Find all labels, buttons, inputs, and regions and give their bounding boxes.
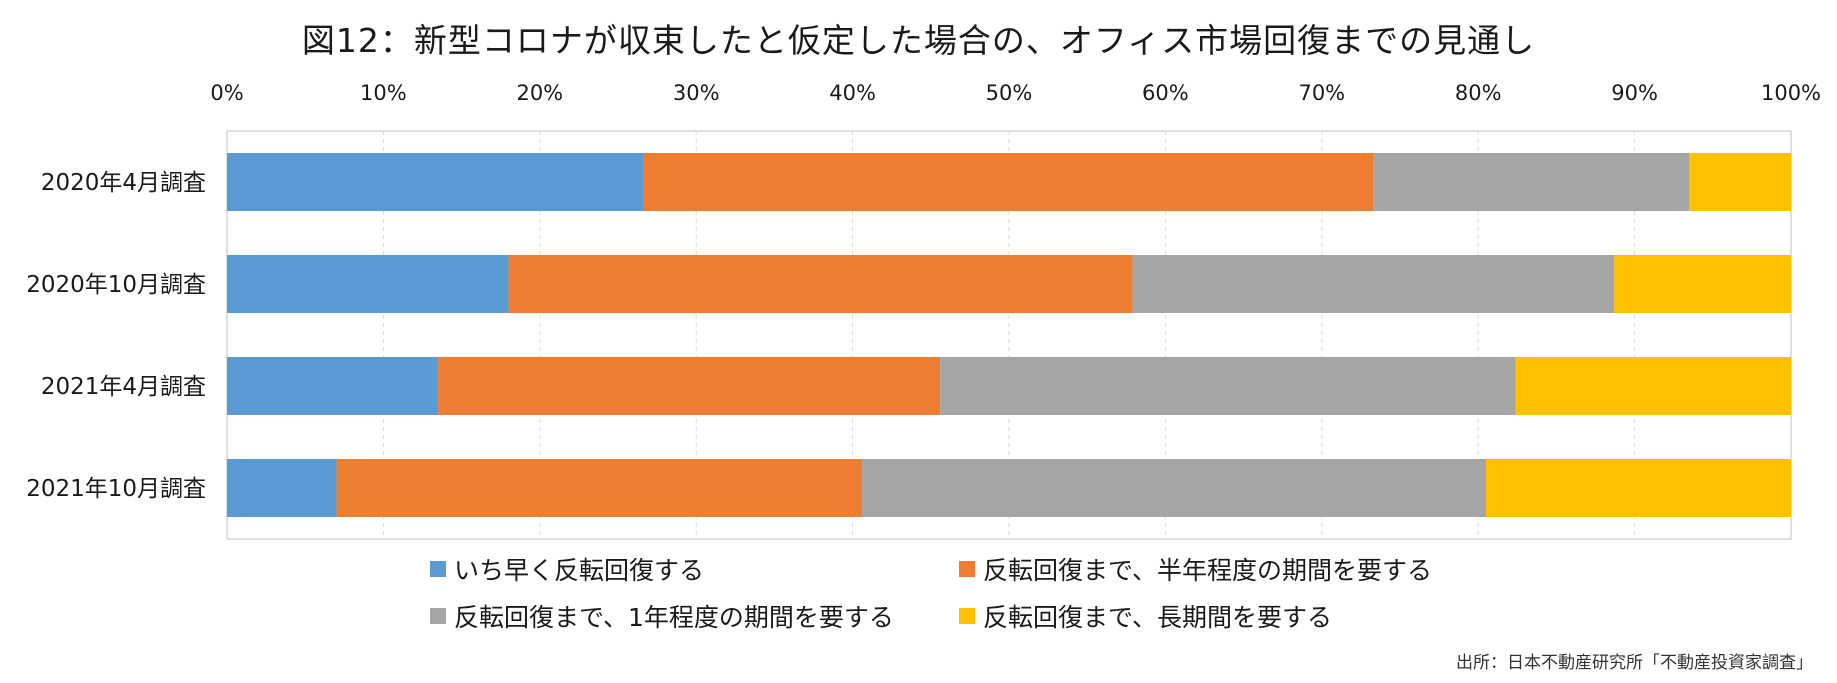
bar-segment [861, 459, 1487, 517]
legend-swatch [430, 561, 446, 577]
legend-item: 反転回復まで、半年程度の期間を要する [959, 551, 1432, 587]
y-category-label: 2021年10月調査 [26, 476, 206, 502]
legend-label: いち早く反転回復する [454, 556, 705, 585]
x-tick-label: 0% [210, 81, 243, 105]
y-category-label: 2020年10月調査 [26, 272, 206, 298]
bar-segment [227, 153, 644, 211]
bar-segment [227, 459, 337, 517]
y-category-label: 2021年4月調査 [41, 374, 206, 400]
bar-segment [227, 255, 509, 313]
x-tick-label: 20% [516, 81, 563, 105]
bar-segment [1373, 153, 1690, 211]
bar-segment [438, 357, 941, 415]
legend-label: 反転回復まで、半年程度の期間を要する [983, 556, 1433, 585]
legend-swatch [430, 608, 446, 624]
legend-swatch [959, 608, 975, 624]
legend: いち早く反転回復する 反転回復まで、半年程度の期間を要する反転回復まで、1年程度の… [430, 551, 1530, 646]
bar-segment [1689, 153, 1791, 211]
chart-title: 図12：新型コロナが収束したと仮定した場合の、オフィス市場回復までの見通し [301, 21, 1536, 60]
legend-item: 反転回復まで、長期間を要する [959, 598, 1332, 634]
legend-label: 反転回復まで、1年程度の期間を要する [454, 603, 894, 632]
bar-segment [1515, 357, 1791, 415]
source-note: 出所：日本不動産研究所「不動産投資家調査」 [1456, 653, 1813, 673]
x-tick-label: 90% [1611, 81, 1658, 105]
legend-swatch [959, 561, 975, 577]
bar-segment [1614, 255, 1791, 313]
bar-segment [643, 153, 1374, 211]
legend-label: 反転回復まで、長期間を要する [983, 603, 1333, 632]
bar-segment [508, 255, 1133, 313]
x-tick-label: 30% [673, 81, 720, 105]
x-tick-label: 60% [1142, 81, 1189, 105]
x-tick-label: 70% [1298, 81, 1345, 105]
legend-item: いち早く反転回復する [430, 551, 704, 587]
stacked-bar-chart: 0% 10% 20% 30% 40% 50% 60% 70% 80% 90% 100% 2020年4… [26, 81, 1821, 540]
bar-segment [1486, 459, 1791, 517]
bar-segment [1132, 255, 1615, 313]
bar-segment [940, 357, 1516, 415]
legend-item: 反転回復まで、1年程度の期間を要する [430, 598, 894, 634]
x-tick-label: 100% [1761, 81, 1821, 105]
x-tick-label: 50% [986, 81, 1033, 105]
y-category-label: 2020年4月調査 [41, 170, 206, 196]
bar-segment [336, 459, 862, 517]
x-tick-label: 40% [829, 81, 876, 105]
bar-segment [227, 357, 439, 415]
x-tick-label: 80% [1455, 81, 1502, 105]
x-tick-label: 10% [360, 81, 407, 105]
